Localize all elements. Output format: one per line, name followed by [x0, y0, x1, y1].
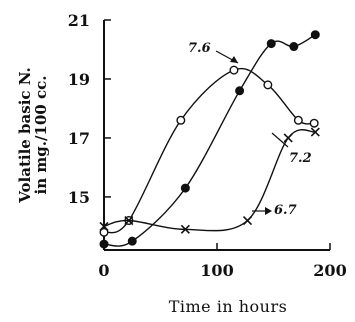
y-tick-label: 17	[68, 129, 90, 148]
series-7-2	[99, 30, 320, 249]
data-point-7-2	[180, 183, 190, 193]
data-point-7-2	[127, 236, 137, 246]
data-point-7-6	[176, 115, 186, 125]
y-axis-label-line-2: in mg./100 cc.	[32, 76, 50, 195]
annotation-7-2-label: 7.2	[289, 151, 312, 166]
x-tick-label: 0	[98, 261, 109, 280]
data-point-7-6	[309, 118, 319, 128]
data-point-6-7	[242, 215, 253, 226]
annotation-6-7-label: 6.7	[274, 203, 297, 218]
data-point-7-2	[310, 30, 320, 40]
x-ticks: 0 100 200	[98, 243, 347, 280]
x-tick-label: 200	[313, 261, 346, 280]
y-tick-label: 15	[68, 188, 90, 207]
data-point-7-6	[99, 227, 109, 237]
annotation-7-6: 7.6	[188, 41, 239, 64]
data-point-7-2	[266, 39, 276, 49]
data-point-6-7	[283, 133, 293, 143]
annotation-6-7: 6.7	[252, 203, 297, 218]
annotation-7-6-label: 7.6	[188, 41, 211, 56]
x-axis-label: Time in hours	[169, 297, 288, 316]
y-tick-label: 19	[68, 70, 90, 89]
data-point-7-2	[99, 239, 109, 249]
data-point-6-7	[99, 221, 109, 231]
series-6-7	[99, 127, 320, 234]
data-point-6-7	[180, 224, 190, 234]
plot-area	[99, 30, 320, 249]
data-point-7-2	[235, 86, 245, 96]
data-point-6-7	[310, 127, 320, 137]
arrowhead-icon	[265, 207, 272, 215]
data-point-7-6	[263, 80, 273, 90]
y-tick-label: 21	[68, 11, 90, 30]
y-axis-label: Volatile basic N. in mg./100 cc.	[16, 67, 50, 203]
data-point-7-6	[229, 65, 239, 75]
data-point-7-2	[289, 42, 299, 52]
arrowhead-icon	[230, 56, 238, 63]
data-point-6-7	[124, 215, 134, 226]
data-point-7-6	[293, 115, 303, 125]
y-axis-label-line-1: Volatile basic N.	[16, 67, 34, 203]
annotation-7-2-arrow	[271, 132, 289, 148]
x-tick-label: 100	[200, 261, 233, 280]
series-7-6	[99, 65, 319, 237]
annotation-7-2: 7.2	[271, 132, 312, 166]
y-ticks: 15 17 19 21	[68, 11, 111, 207]
